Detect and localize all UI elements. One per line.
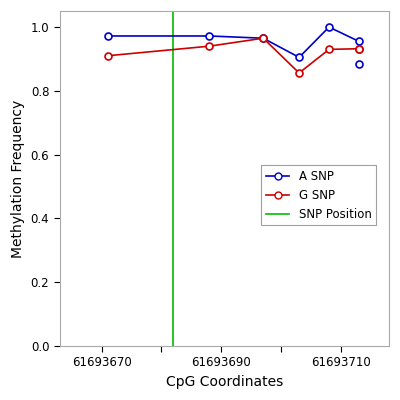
A SNP: [297, 55, 302, 60]
Line: G SNP: G SNP: [104, 35, 362, 76]
A SNP: [356, 39, 361, 44]
G SNP: [327, 47, 332, 52]
Legend: A SNP, G SNP, SNP Position: A SNP, G SNP, SNP Position: [261, 165, 376, 225]
G SNP: [297, 70, 302, 75]
Y-axis label: Methylation Frequency: Methylation Frequency: [11, 99, 25, 258]
G SNP: [105, 53, 110, 58]
A SNP: [105, 34, 110, 38]
G SNP: [261, 36, 266, 41]
A SNP: [327, 25, 332, 30]
A SNP: [207, 34, 212, 38]
X-axis label: CpG Coordinates: CpG Coordinates: [166, 375, 283, 389]
A SNP: [261, 36, 266, 41]
G SNP: [207, 44, 212, 48]
G SNP: [356, 46, 361, 51]
Line: A SNP: A SNP: [104, 24, 362, 61]
